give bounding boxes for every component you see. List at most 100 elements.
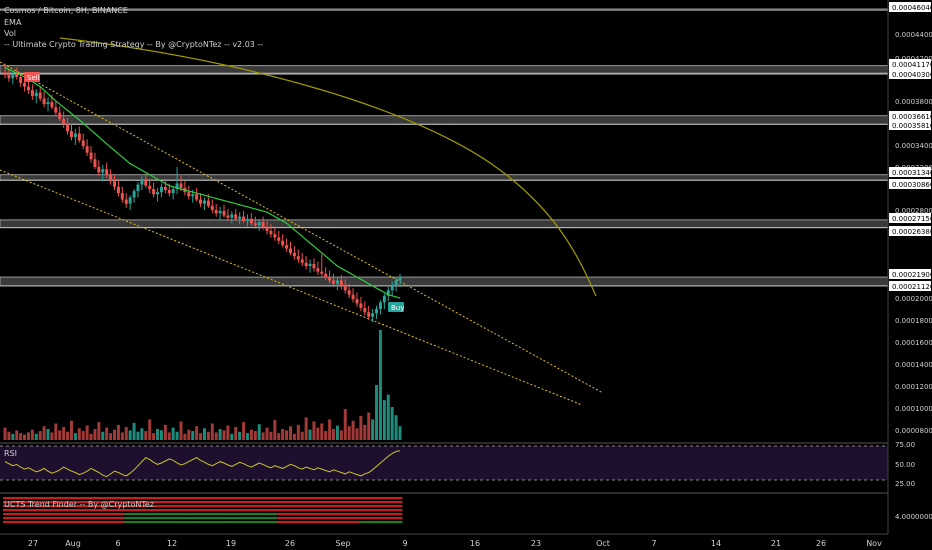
trend-cell: [386, 513, 391, 516]
trend-cell: [57, 501, 63, 504]
trend-cell: [257, 521, 262, 524]
trend-cell: [120, 513, 125, 516]
trend-cell: [311, 505, 317, 508]
trend-cell: [3, 509, 8, 512]
trend-cell: [229, 521, 235, 524]
trend-cell: [198, 497, 203, 500]
price-tick-label: 0.00026380: [892, 228, 932, 236]
trend-cell: [178, 497, 184, 500]
trend-cell: [284, 497, 289, 500]
volume-bar: [69, 420, 73, 440]
trend-cell: [347, 505, 352, 508]
candle-body: [230, 214, 234, 218]
trend-cell: [143, 509, 149, 512]
candle: [320, 254, 324, 278]
candle: [324, 267, 328, 281]
trend-cell: [53, 505, 59, 508]
trend-cell: [42, 501, 47, 504]
volume-bar: [206, 431, 210, 440]
candle: [375, 305, 379, 319]
trend-cell: [272, 501, 278, 504]
trend-cell: [288, 521, 293, 524]
trend-cell: [390, 517, 395, 520]
trend-cell: [10, 513, 16, 516]
volume-bar: [11, 433, 15, 440]
trend-cell: [120, 517, 125, 520]
trend-cell: [163, 517, 168, 520]
trend-cell: [315, 497, 321, 500]
candle-body: [386, 290, 390, 296]
price-level-box: [889, 179, 931, 189]
volume-bar: [113, 429, 117, 440]
trend-cell: [319, 509, 325, 512]
trend-cell: [233, 497, 239, 500]
trend-cell: [382, 517, 387, 520]
trend-cell: [311, 521, 317, 524]
trend-cell: [178, 521, 184, 524]
candle: [359, 296, 363, 312]
trend-cell: [331, 497, 336, 500]
trend-cell: [288, 517, 293, 520]
trend-cell: [261, 517, 266, 520]
trend-cell: [202, 501, 207, 504]
volume-bar: [179, 421, 183, 440]
trend-cell: [61, 513, 67, 516]
trend-cell: [229, 517, 235, 520]
candle-body: [328, 277, 332, 281]
candle: [371, 309, 375, 323]
trend-cell: [73, 517, 78, 520]
volume-bar: [191, 431, 195, 440]
trend-cell: [65, 501, 70, 504]
candle-body: [101, 169, 105, 173]
trend-cell: [386, 501, 391, 504]
trend-cell: [222, 505, 227, 508]
trend-cell: [18, 501, 24, 504]
trend-cell: [100, 521, 106, 524]
volume-bar: [171, 427, 175, 440]
trend-cell: [57, 521, 63, 524]
candle-body: [3, 72, 7, 76]
trend-cell: [319, 505, 325, 508]
trend-cell: [194, 501, 200, 504]
trend-cell: [139, 517, 145, 520]
trend-cell: [49, 509, 55, 512]
trend-cell: [159, 517, 164, 520]
price-tick-label: 0.00027150: [892, 215, 932, 223]
trend-cell: [362, 521, 368, 524]
trend-cell: [96, 517, 102, 520]
candle: [156, 187, 160, 202]
volume-bar: [26, 432, 30, 440]
trend-cell: [296, 513, 301, 516]
trend-cell: [241, 521, 246, 524]
trend-cell: [30, 505, 35, 508]
trend-cell: [128, 501, 133, 504]
trend-cell: [53, 513, 59, 516]
trend-cell: [284, 509, 289, 512]
candle-body: [97, 167, 101, 173]
price-level-box: [889, 59, 931, 69]
candle-body: [167, 190, 171, 194]
candle-body: [148, 185, 152, 189]
candle: [300, 252, 304, 267]
trend-cell: [104, 497, 110, 500]
price-level-box: [889, 213, 931, 223]
trend-cell: [147, 505, 153, 508]
trend-cell: [315, 501, 321, 504]
x-tick-label: 26: [816, 539, 826, 548]
trend-cell: [155, 501, 160, 504]
trend-cell: [22, 521, 27, 524]
candle: [245, 214, 249, 227]
trend-cell: [284, 501, 289, 504]
trend-cell: [89, 513, 94, 516]
trend-cell: [249, 521, 254, 524]
candle-body: [26, 86, 30, 91]
trend-cell: [73, 513, 78, 516]
trend-cell: [315, 509, 321, 512]
trend-cell: [155, 513, 160, 516]
candle-body: [34, 92, 38, 97]
trend-cell: [163, 505, 168, 508]
trend-cell: [69, 513, 74, 516]
